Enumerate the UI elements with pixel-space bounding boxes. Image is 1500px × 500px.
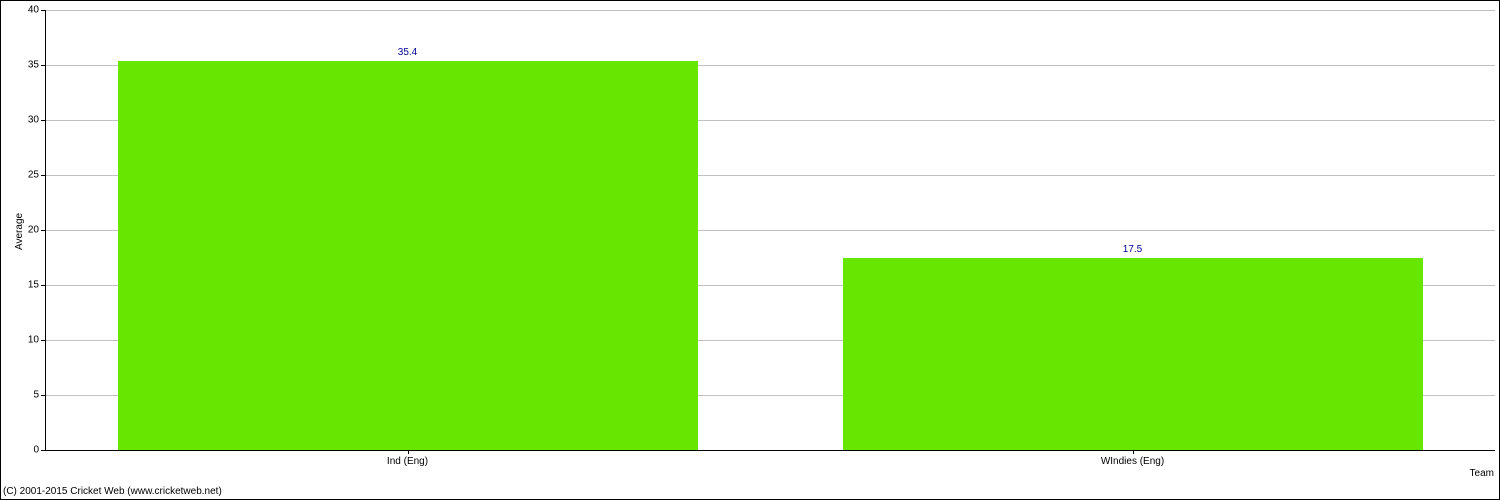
x-tick-label: WIndies (Eng) [1101,456,1164,467]
y-tick-label: 15 [15,280,39,291]
y-tick-label: 30 [15,115,39,126]
y-tick-label: 0 [15,445,39,456]
bar-value-label: 17.5 [1123,244,1142,255]
plot-area [45,10,1495,450]
x-axis-line [45,450,1495,451]
x-tick-mark [1133,450,1134,454]
y-tick-label: 25 [15,170,39,181]
y-tick-label: 40 [15,5,39,16]
copyright-text: (C) 2001-2015 Cricket Web (www.cricketwe… [3,486,222,497]
y-tick-label: 5 [15,390,39,401]
y-tick-label: 10 [15,335,39,346]
bar-value-label: 35.4 [398,47,417,58]
y-axis-line [45,10,46,450]
y-tick-label: 35 [15,60,39,71]
x-tick-mark [408,450,409,454]
gridline [45,10,1495,11]
x-axis-title: Team [1470,468,1494,479]
x-tick-label: Ind (Eng) [387,456,428,467]
y-tick-label: 20 [15,225,39,236]
bar [118,61,698,450]
bar [843,258,1423,451]
